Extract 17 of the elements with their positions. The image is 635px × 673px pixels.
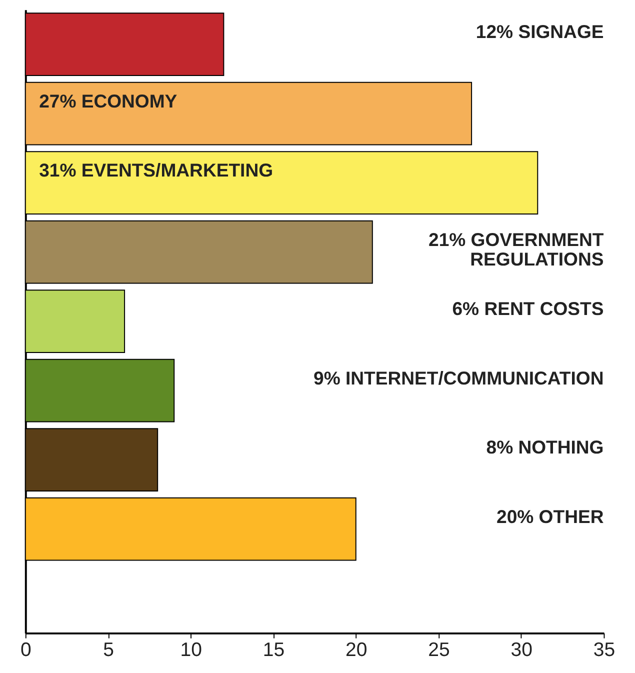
text: 9% INTERNET/COMMUNICATION <box>314 367 604 388</box>
x-tick-label: 30 <box>510 638 533 661</box>
text: 20% OTHER <box>496 506 604 527</box>
x-tick-label: 15 <box>262 638 285 661</box>
text: 6% RENT COSTS <box>452 298 604 320</box>
text: 31% EVENTS/MARKETING <box>39 160 274 181</box>
x-tick-label: 0 <box>20 638 32 661</box>
x-tick-label: 10 <box>180 638 202 661</box>
x-tick-label: 5 <box>103 638 114 661</box>
text: 21% GOVERNMENT <box>428 228 604 250</box>
text: 27% ECONOMY <box>39 90 178 112</box>
category-label: REGULATIONS <box>470 248 604 270</box>
text: 8% NOTHING <box>486 436 604 458</box>
text: 12% SIGNAGE <box>476 21 604 42</box>
x-tick-label: 25 <box>428 638 450 661</box>
x-tick-label: 35 <box>593 638 616 661</box>
x-tick-label: 20 <box>346 638 368 661</box>
